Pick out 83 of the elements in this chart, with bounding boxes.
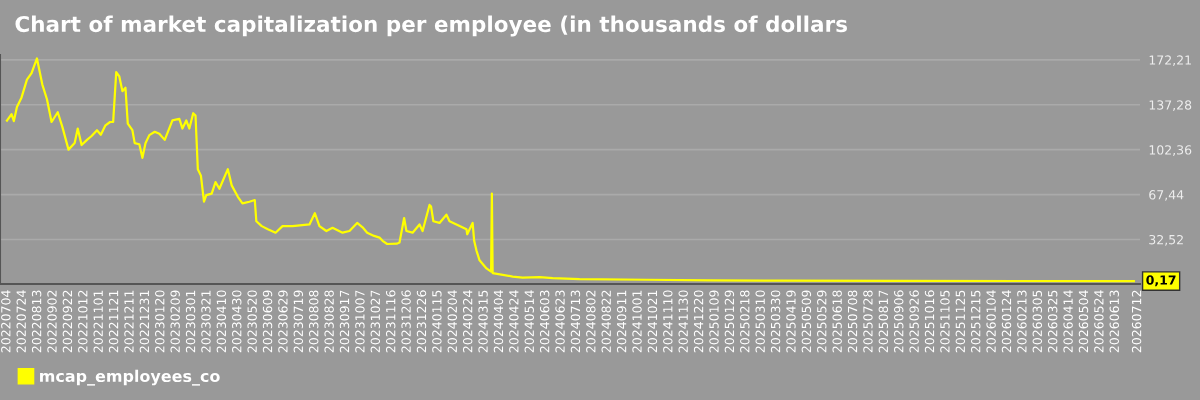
x-tick-label: 20230917 — [339, 290, 350, 353]
x-tick-label: 20250728 — [863, 290, 873, 353]
x-tick-label: 20251125 — [955, 290, 966, 353]
x-tick-label: 20230609 — [262, 290, 273, 353]
x-tick-label: 20231206 — [401, 290, 411, 353]
x-tick-label: 20240315 — [478, 290, 488, 353]
x-tick-label: 20250529 — [817, 290, 827, 353]
x-tick-label: 20260124 — [1001, 290, 1012, 353]
x-tick-label: 20260104 — [986, 290, 996, 353]
y-tick-label: 32,52 — [1149, 234, 1183, 246]
x-tick-label: 20260305 — [1032, 290, 1043, 353]
x-tick-label: 20221012 — [78, 290, 88, 353]
x-tick-label: 20250129 — [724, 290, 735, 353]
x-tick-label: 20230719 — [293, 290, 304, 353]
x-tick-label: 20260613 — [1109, 290, 1119, 353]
y-tick-label: 137,28 — [1149, 100, 1192, 111]
x-tick-label: 20250310 — [755, 290, 765, 353]
x-tick-label: 20240424 — [509, 290, 519, 353]
x-tick-label: 20240514 — [524, 290, 534, 353]
x-tick-label: 20230321 — [201, 290, 211, 353]
x-tick-label: 20221101 — [93, 290, 103, 353]
x-tick-label: 20240404 — [493, 290, 504, 353]
x-tick-label: 20250708 — [847, 290, 858, 353]
x-tick-label: 20230120 — [155, 290, 165, 353]
x-tick-label: 20241110 — [663, 290, 673, 353]
x-tick-label: 20250419 — [786, 290, 796, 353]
x-tick-label: 20220724 — [16, 290, 26, 353]
x-tick-label: 20220922 — [62, 290, 73, 353]
x-tick-label: 20260414 — [1063, 290, 1073, 353]
x-tick-label: 20241021 — [647, 290, 658, 353]
x-tick-label: 20221211 — [124, 290, 134, 353]
y-tick-label: 172,21 — [1149, 55, 1191, 67]
x-tick-label: 20250509 — [801, 290, 812, 353]
x-tick-label: 20250906 — [894, 290, 904, 353]
x-tick-label: 20251105 — [940, 290, 950, 353]
x-tick-label: 20251016 — [924, 290, 935, 353]
x-tick-label: 20250218 — [740, 290, 750, 353]
x-tick-label: 20260213 — [1017, 290, 1027, 353]
x-tick-label: 20240802 — [586, 290, 596, 353]
x-tick-label: 20250926 — [909, 290, 919, 353]
legend-label: mcap_employees_co — [40, 369, 220, 386]
x-tick-label: 20240822 — [601, 290, 611, 353]
x-tick-label: 20230828 — [324, 290, 334, 353]
y-tick-label: 67,44 — [1149, 190, 1184, 201]
x-tick-label: 20250109 — [709, 290, 719, 353]
x-tick-label: 20231007 — [355, 290, 365, 353]
x-tick-label: 20260325 — [1047, 290, 1058, 353]
x-tick-label: 20240911 — [616, 290, 627, 353]
y-tick-label: 102,36 — [1149, 145, 1192, 156]
x-tick-label: 20260504 — [1078, 290, 1089, 353]
x-tick-label: 20240603 — [539, 290, 550, 353]
x-tick-label: 20241220 — [693, 290, 704, 353]
x-tick-label: 20241001 — [632, 290, 642, 353]
x-tick-label: 20231116 — [385, 290, 396, 353]
x-tick-label: 20230629 — [278, 290, 288, 353]
x-tick-label: 20221121 — [108, 290, 119, 353]
x-tick-label: 20250330 — [770, 290, 781, 353]
chart-title: Chart of market capitalization per employee (in thousands of dollars — [15, 15, 847, 37]
x-tick-label: 20231226 — [416, 290, 427, 353]
x-tick-label: 20230430 — [232, 290, 242, 353]
x-tick-label: 20240713 — [570, 290, 581, 353]
x-tick-label: 20230301 — [185, 290, 196, 353]
x-tick-label: 20230410 — [216, 290, 227, 353]
x-tick-label: 20230520 — [247, 290, 257, 353]
x-tick-label: 20240224 — [462, 290, 473, 353]
x-tick-label: 20260524 — [1094, 290, 1104, 353]
annotation: 0,17 — [1146, 275, 1176, 287]
x-tick-label: 20251215 — [970, 290, 981, 353]
x-tick-label: 20240204 — [447, 290, 458, 353]
x-tick-label: 20260712 — [1131, 290, 1142, 353]
line-series — [5, 57, 1135, 283]
x-tick-label: 20220704 — [1, 290, 11, 353]
x-tick-label: 20220813 — [31, 290, 42, 353]
x-tick-label: 20250618 — [832, 290, 842, 353]
x-tick-label: 20220902 — [47, 290, 57, 353]
x-tick-label: 20231027 — [370, 290, 381, 353]
x-tick-label: 20250817 — [878, 290, 889, 353]
x-tick-label: 20221231 — [139, 290, 150, 353]
x-tick-label: 20230209 — [170, 290, 180, 353]
x-tick-label: 20241130 — [678, 290, 688, 353]
x-tick-label: 20240623 — [555, 290, 565, 353]
x-tick-label: 20240115 — [432, 290, 442, 353]
x-tick-label: 20230808 — [309, 290, 319, 353]
